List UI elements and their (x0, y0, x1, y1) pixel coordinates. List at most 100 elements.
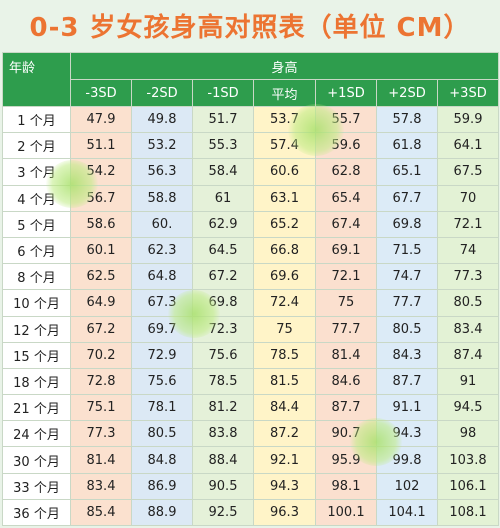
height-value-cell: 69.8 (192, 289, 254, 317)
height-value-cell: 81.2 (192, 394, 254, 422)
height-value-cell: 77.7 (315, 315, 377, 343)
height-value-cell: 64.5 (192, 236, 254, 265)
height-value-cell: 62.3 (131, 236, 193, 265)
height-value-cell: 66.8 (253, 236, 316, 265)
height-value-cell: 98.1 (315, 472, 377, 500)
height-value-cell: 88.4 (192, 446, 254, 474)
height-value-cell: 83.8 (192, 420, 254, 448)
table-row: 30 个月 81.4 84.8 88.4 92.1 95.9 99.8 103.8 (2, 446, 499, 474)
height-value-cell: 60.1 (70, 236, 132, 265)
height-value-cell: 64.8 (131, 263, 193, 291)
table-row: 1 个月 47.9 49.8 51.7 53.7 55.7 57.8 59.9 (2, 105, 499, 134)
height-value-cell: 62.8 (315, 158, 377, 186)
height-value-cell: 91 (437, 367, 499, 396)
height-value-cell: 90.7 (315, 420, 377, 448)
height-value-cell: 74.7 (376, 263, 438, 291)
height-value-cell: 67.2 (192, 263, 254, 291)
table-row: 5 个月 58.6 60. 62.9 65.2 67.4 69.8 72.1 (2, 210, 499, 238)
age-cell: 10 个月 (2, 289, 71, 317)
height-value-cell: 106.1 (437, 472, 499, 500)
height-value-cell: 108.1 (437, 498, 499, 527)
table-row: 18 个月 72.8 75.6 78.5 81.5 84.6 87.7 91 (2, 367, 499, 396)
age-cell: 3 个月 (2, 158, 71, 186)
height-value-cell: 55.7 (315, 105, 377, 134)
height-value-cell: 81.5 (253, 367, 316, 396)
age-cell: 24 个月 (2, 420, 71, 448)
height-value-cell: 75.6 (192, 341, 254, 369)
height-value-cell: 47.9 (70, 105, 132, 134)
height-value-cell: 71.5 (376, 236, 438, 265)
height-value-cell: 81.4 (315, 341, 377, 369)
height-value-cell: 61.8 (376, 132, 438, 160)
height-value-cell: 84.6 (315, 367, 377, 396)
height-value-cell: 60. (131, 210, 193, 238)
height-value-cell: 69.6 (253, 263, 316, 291)
height-value-cell: 94.3 (376, 420, 438, 448)
height-value-cell: 51.1 (70, 132, 132, 160)
table-row: 4 个月 56.7 58.8 61 63.1 65.4 67.7 70 (2, 184, 499, 212)
height-value-cell: 81.4 (70, 446, 132, 474)
age-cell: 21 个月 (2, 394, 71, 422)
header-row-columns: -3SD -2SD -1SD 平均 +1SD +2SD +3SD (3, 79, 499, 107)
age-cell: 18 个月 (2, 367, 71, 396)
column-header: -1SD (192, 79, 254, 107)
height-value-cell: 90.5 (192, 472, 254, 500)
height-value-cell: 56.3 (131, 158, 193, 186)
height-value-cell: 54.2 (70, 158, 132, 186)
table-row: 8 个月 62.5 64.8 67.2 69.6 72.1 74.7 77.3 (2, 263, 499, 291)
table-row: 36 个月 85.4 88.9 92.5 96.3 100.1 104.1 108.1 (2, 498, 499, 527)
height-value-cell: 84.4 (253, 394, 316, 422)
height-value-cell: 80.5 (376, 315, 438, 343)
height-value-cell: 70.2 (70, 341, 132, 369)
height-value-cell: 96.3 (253, 498, 316, 527)
height-value-cell: 87.4 (437, 341, 499, 369)
age-cell: 5 个月 (2, 210, 71, 238)
table-row: 24 个月 77.3 80.5 83.8 87.2 90.7 94.3 98 (2, 420, 499, 448)
table-row: 6 个月 60.1 62.3 64.5 66.8 69.1 71.5 74 (2, 236, 499, 265)
height-value-cell: 60.6 (253, 158, 316, 186)
height-value-cell: 72.4 (253, 289, 316, 317)
height-value-cell: 87.2 (253, 420, 316, 448)
height-value-cell: 104.1 (376, 498, 438, 527)
height-value-cell: 78.5 (192, 367, 254, 396)
height-value-cell: 75 (315, 289, 377, 317)
age-cell: 33 个月 (2, 472, 71, 500)
table-row: 15 个月 70.2 72.9 75.6 78.5 81.4 84.3 87.4 (2, 341, 499, 369)
height-value-cell: 87.7 (315, 394, 377, 422)
height-value-cell: 74 (437, 236, 499, 265)
table-row: 2 个月 51.1 53.2 55.3 57.4 59.6 61.8 64.1 (2, 132, 499, 160)
height-value-cell: 69.7 (131, 315, 193, 343)
height-value-cell: 75 (253, 315, 316, 343)
height-value-cell: 62.5 (70, 263, 132, 291)
height-value-cell: 83.4 (70, 472, 132, 500)
height-value-cell: 67.7 (376, 184, 438, 212)
height-table: 年龄 身高 -3SD -2SD -1SD 平均 +1SD +2SD +3SD 1 个月 47.… (2, 52, 499, 527)
height-value-cell: 99.8 (376, 446, 438, 474)
height-group-header: 身高 (70, 52, 499, 80)
height-value-cell: 67.4 (315, 210, 377, 238)
height-value-cell: 65.1 (376, 158, 438, 186)
age-cell: 2 个月 (2, 132, 71, 160)
column-header: +3SD (437, 79, 499, 107)
age-cell: 30 个月 (2, 446, 71, 474)
height-value-cell: 58.6 (70, 210, 132, 238)
height-value-cell: 65.2 (253, 210, 316, 238)
age-cell: 4 个月 (2, 184, 71, 212)
height-value-cell: 83.4 (437, 315, 499, 343)
page-title: 0-3 岁女孩身高对照表（单位 CM） (29, 12, 471, 43)
height-value-cell: 49.8 (131, 105, 193, 134)
height-value-cell: 64.9 (70, 289, 132, 317)
height-value-cell: 75.6 (131, 367, 193, 396)
height-value-cell: 59.9 (437, 105, 499, 134)
height-value-cell: 94.3 (253, 472, 316, 500)
header-row-top: 年龄 身高 (2, 52, 499, 107)
height-value-cell: 72.9 (131, 341, 193, 369)
column-header: +2SD (376, 79, 438, 107)
height-value-cell: 92.5 (192, 498, 254, 527)
height-value-cell: 61 (192, 184, 254, 212)
height-value-cell: 64.1 (437, 132, 499, 160)
age-column-header: 年龄 (2, 52, 71, 107)
height-value-cell: 94.5 (437, 394, 499, 422)
height-value-cell: 69.1 (315, 236, 377, 265)
